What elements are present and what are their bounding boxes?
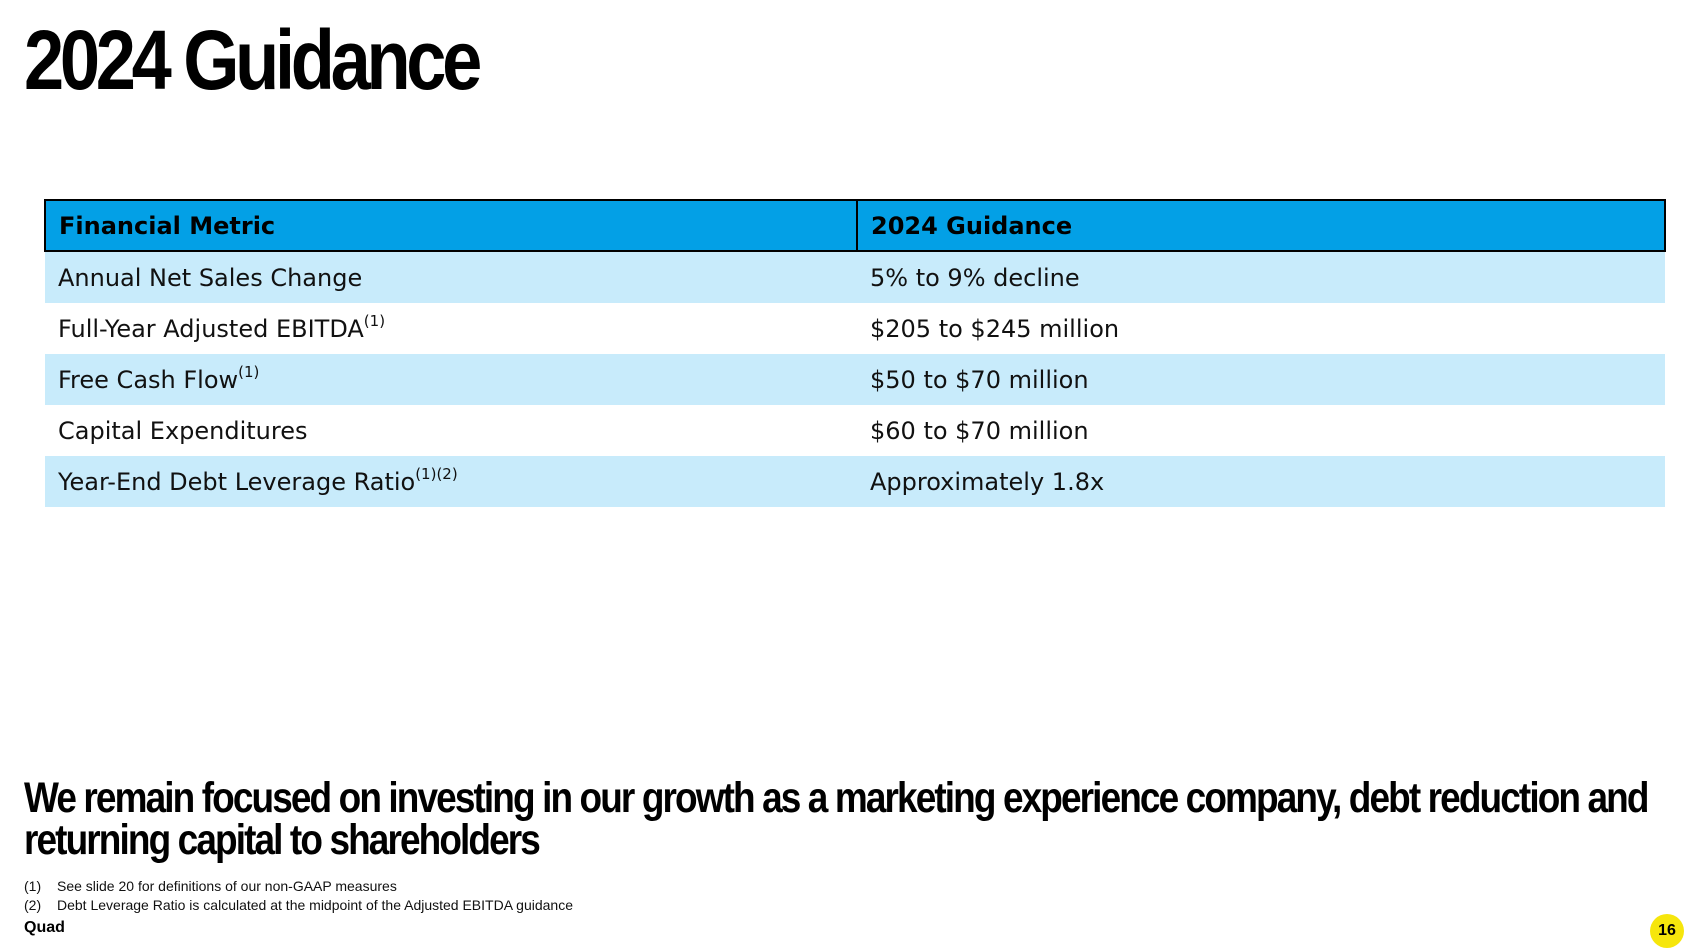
- table-row: Year-End Debt Leverage Ratio(1)(2) Appro…: [45, 456, 1665, 507]
- footnote-text: Debt Leverage Ratio is calculated at the…: [57, 897, 573, 913]
- brand-logo: Quad: [24, 919, 65, 936]
- metric-cell: Capital Expenditures: [45, 405, 857, 456]
- guidance-table: Financial Metric 2024 Guidance Annual Ne…: [44, 199, 1666, 507]
- column-header-guidance: 2024 Guidance: [857, 199, 1666, 252]
- table-row: Capital Expenditures $60 to $70 million: [45, 405, 1665, 456]
- tagline: We remain focused on investing in our gr…: [24, 774, 1649, 864]
- table-row: Free Cash Flow(1) $50 to $70 million: [45, 354, 1665, 405]
- page-number-badge: 16: [1650, 914, 1684, 948]
- footnote-ref: (1): [238, 362, 260, 381]
- guidance-cell: Approximately 1.8x: [857, 456, 1665, 507]
- metric-label: Free Cash Flow: [58, 365, 239, 394]
- footnotes: (1) See slide 20 for definitions of our …: [24, 877, 573, 915]
- footnote-ref: (1): [363, 311, 386, 330]
- table-row: Full-Year Adjusted EBITDA(1) $205 to $24…: [45, 303, 1665, 354]
- page-title: 2024 Guidance: [24, 13, 482, 107]
- column-header-metric: Financial Metric: [44, 199, 858, 252]
- table-row: Annual Net Sales Change 5% to 9% decline: [45, 251, 1665, 303]
- footnote: (2) Debt Leverage Ratio is calculated at…: [24, 896, 573, 915]
- guidance-cell: $60 to $70 million: [870, 416, 1089, 445]
- footnote-ref: (1)(2): [415, 464, 458, 483]
- metric-cell: Year-End Debt Leverage Ratio(1)(2): [45, 456, 857, 507]
- footnote-mark: (2): [24, 897, 42, 913]
- footnote-mark: (1): [24, 878, 42, 894]
- guidance-cell: $50 to $70 million: [857, 354, 1665, 405]
- metric-cell: Full-Year Adjusted EBITDA(1): [45, 303, 857, 354]
- footnote-text: See slide 20 for definitions of our non-…: [57, 878, 397, 894]
- metric-label: Year-End Debt Leverage Ratio: [58, 467, 416, 496]
- metric-label: Capital Expenditures: [58, 416, 308, 445]
- guidance-cell: 5% to 9% decline: [857, 251, 1665, 303]
- metric-cell: Annual Net Sales Change: [45, 251, 857, 303]
- metric-label: Full-Year Adjusted EBITDA: [58, 314, 364, 343]
- table-header-row: Financial Metric 2024 Guidance: [44, 199, 1666, 252]
- metric-cell: Free Cash Flow(1): [45, 354, 857, 405]
- guidance-cell: $205 to $245 million: [870, 314, 1120, 343]
- footnote: (1) See slide 20 for definitions of our …: [24, 877, 573, 896]
- metric-label: Annual Net Sales Change: [58, 263, 363, 292]
